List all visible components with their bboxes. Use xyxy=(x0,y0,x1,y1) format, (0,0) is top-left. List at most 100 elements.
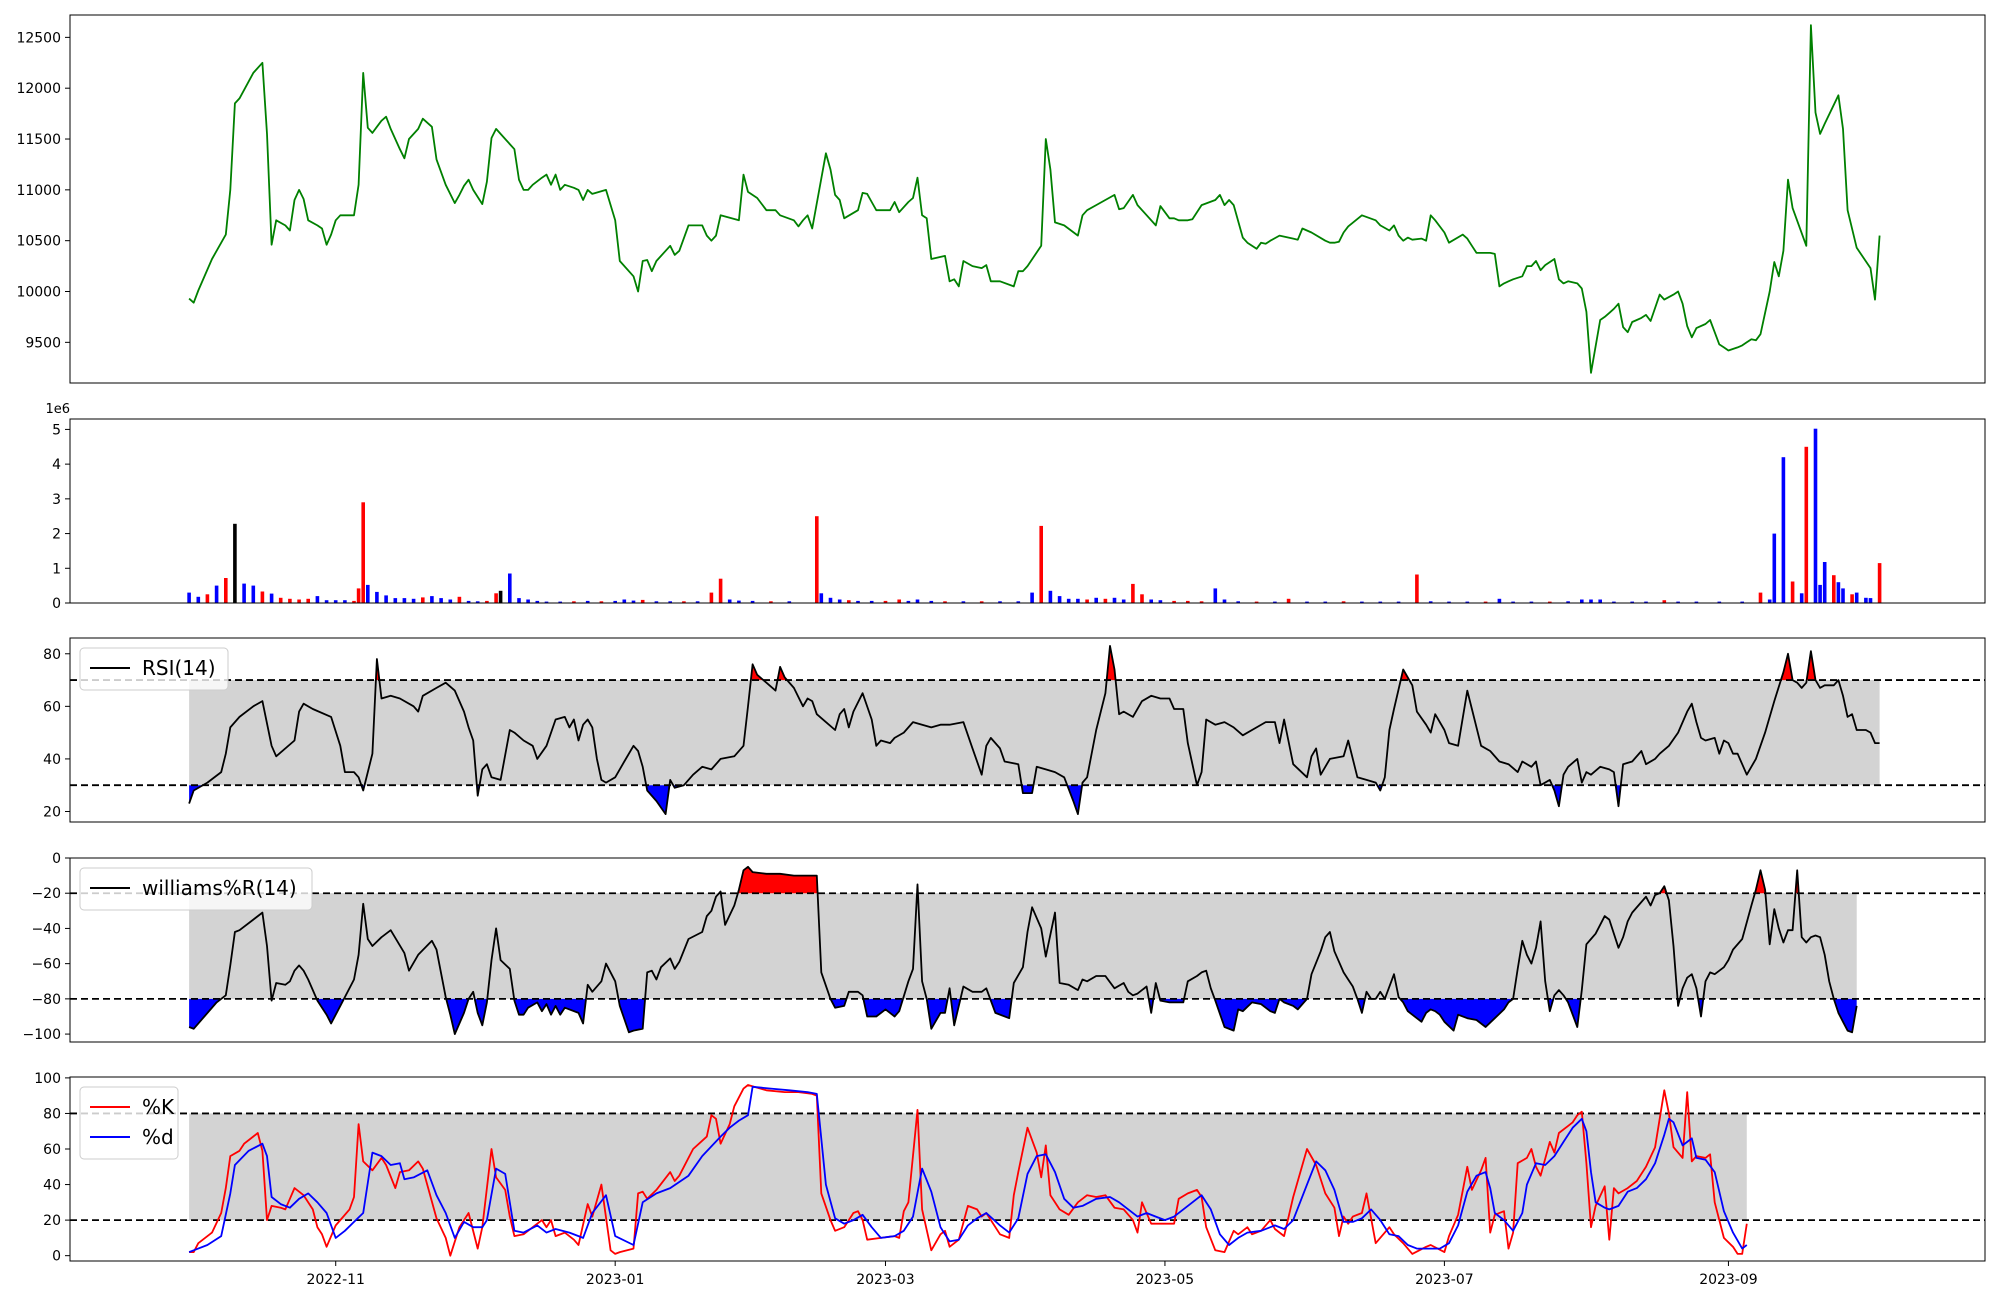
volume-bar xyxy=(1305,601,1309,603)
y-tick-label: 12500 xyxy=(16,30,61,46)
volume-bar xyxy=(384,595,388,603)
volume-bar xyxy=(1836,582,1841,603)
volume-bar xyxy=(815,516,819,603)
volume-bar xyxy=(1048,590,1053,603)
volume-bar xyxy=(906,600,911,603)
volume-bar xyxy=(457,596,462,603)
volume-bar xyxy=(1076,598,1080,603)
volume-bar xyxy=(1612,601,1616,603)
volume-bar xyxy=(1415,574,1419,603)
volume-bar xyxy=(613,600,617,603)
wil-overbought-fill xyxy=(1754,870,1766,894)
wil-oversold-fill xyxy=(316,998,344,1024)
wil-overbought-fill xyxy=(737,866,818,894)
volume-bar xyxy=(315,596,320,603)
volume-bar xyxy=(883,600,888,603)
wil-line xyxy=(188,865,1858,1035)
x-tick-label: 2023-07 xyxy=(1415,1272,1474,1288)
volume-bar xyxy=(1813,428,1818,603)
volume-bar xyxy=(366,584,370,603)
volume-bar xyxy=(498,590,503,603)
sto-axes-frame xyxy=(69,1076,1986,1262)
volume-bar xyxy=(1254,601,1259,603)
rsi-oversold-fill xyxy=(1021,785,1034,794)
volume-bar xyxy=(1772,533,1777,603)
x-tick-label: 2022-11 xyxy=(306,1272,365,1288)
volume-bar xyxy=(897,599,901,603)
rsi-overbought-fill xyxy=(1106,645,1116,681)
y-tick-label: 0 xyxy=(52,596,61,612)
x-tick-label: 2023-09 xyxy=(1699,1272,1758,1288)
y-tick-label: 11000 xyxy=(16,183,61,199)
volume-bar xyxy=(1864,597,1868,603)
volume-bar xyxy=(1598,599,1602,603)
sto-y-ticks: 0 20 40 60 80 100 xyxy=(34,1071,70,1265)
wil-band-fill xyxy=(189,893,1857,999)
volume-bar xyxy=(943,601,947,603)
volume-bar xyxy=(1630,601,1634,603)
y-tick-label: 3 xyxy=(52,492,61,508)
volume-bar xyxy=(856,600,860,603)
volume-bar xyxy=(544,601,549,603)
volume-bar xyxy=(640,599,645,603)
wil-axes-frame xyxy=(69,857,1986,1043)
y-tick-label: 10000 xyxy=(16,285,61,301)
volume-bar xyxy=(1694,601,1699,603)
volume-bar xyxy=(361,502,365,603)
volume-bar xyxy=(737,600,741,603)
volume-bar xyxy=(929,600,934,603)
volume-bar xyxy=(333,600,338,603)
volume-bar xyxy=(224,578,228,603)
y-tick-label: 80 xyxy=(43,1106,61,1122)
volume-bar xyxy=(1790,581,1795,603)
volume-bar xyxy=(1758,592,1763,603)
legend-label: %K xyxy=(142,1095,175,1119)
volume-bar xyxy=(1717,601,1722,603)
price-axes-frame xyxy=(69,14,1986,384)
volume-bar xyxy=(1781,457,1786,603)
volume-bar xyxy=(1030,592,1034,603)
volume-bar xyxy=(1016,601,1021,603)
rsi-plot-area xyxy=(70,645,1985,815)
volume-bar xyxy=(998,601,1002,603)
y-tick-label: 5 xyxy=(52,422,61,438)
volume-bar xyxy=(1566,601,1570,603)
volume-bar xyxy=(196,596,201,603)
volume-bar xyxy=(1548,601,1552,603)
volume-bar xyxy=(1094,597,1098,603)
y-tick-label: 2 xyxy=(52,527,61,543)
rsi-y-ticks: 20 40 60 80 xyxy=(43,647,70,820)
volume-bar xyxy=(1465,601,1470,603)
sto-legend: %K %d xyxy=(79,1086,179,1160)
volume-bar xyxy=(1103,598,1108,603)
volume-bar xyxy=(1799,593,1804,603)
y-tick-label: 20 xyxy=(43,1213,61,1229)
volume-bar xyxy=(411,598,416,603)
y-tick-label: 9500 xyxy=(25,335,61,351)
volume-bar xyxy=(1589,599,1593,603)
volume-bar xyxy=(769,601,773,603)
wil-oversold-fill xyxy=(1833,998,1857,1033)
wil-oversold-fill xyxy=(1214,998,1307,1031)
volume-bar xyxy=(869,600,874,603)
volume-bar xyxy=(1676,601,1680,603)
volume-bar xyxy=(847,600,851,603)
legend-label: williams%R(14) xyxy=(142,876,297,900)
y-tick-label: 11500 xyxy=(16,132,61,148)
volume-bar xyxy=(572,601,576,603)
rsi-oversold-fill xyxy=(646,785,670,815)
volume-bar xyxy=(1868,598,1873,603)
volume-bar xyxy=(1580,599,1584,603)
volume-bar xyxy=(709,592,714,603)
volume-bar xyxy=(1511,601,1515,603)
volume-bar xyxy=(979,601,984,603)
volume-bar xyxy=(1483,601,1488,603)
volume-bar xyxy=(631,600,636,603)
y-tick-label: 100 xyxy=(34,1071,61,1087)
volume-bar xyxy=(251,585,256,603)
volume-bar xyxy=(1149,599,1153,603)
volume-bar xyxy=(430,596,434,603)
y-tick-label: 20 xyxy=(43,804,61,820)
legend-box xyxy=(79,1086,179,1160)
wil-oversold-fill xyxy=(863,998,903,1017)
